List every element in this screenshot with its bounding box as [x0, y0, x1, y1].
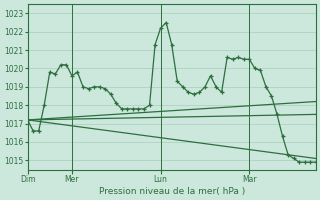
X-axis label: Pression niveau de la mer( hPa ): Pression niveau de la mer( hPa ) — [99, 187, 245, 196]
